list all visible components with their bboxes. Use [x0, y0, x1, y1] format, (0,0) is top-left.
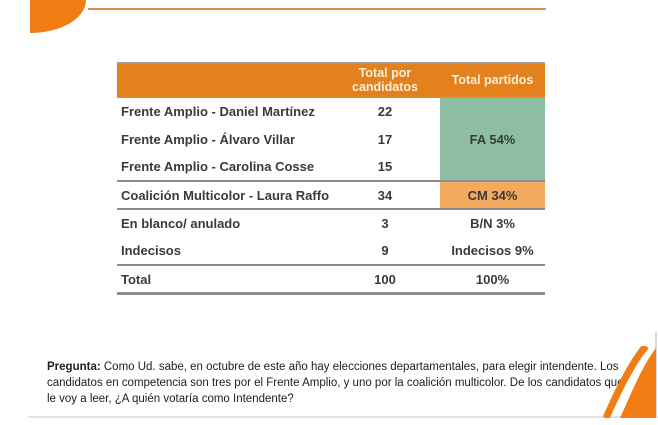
party-total-indecisos: Indecisos 9%	[440, 237, 545, 266]
candidate-label: Indecisos	[117, 237, 330, 266]
table-header-row: Total por candidatos Total partidos	[117, 63, 545, 98]
table-row-fa-villar: Frente Amplio - Álvaro Villar 17	[117, 125, 545, 154]
question-paragraph: Pregunta: Como Ud. sabe, en octubre de e…	[47, 359, 632, 407]
header-total-partidos: Total partidos	[440, 63, 545, 98]
question-body: Como Ud. sabe, en octubre de este año ha…	[47, 361, 624, 405]
slide-right-edge	[655, 332, 657, 418]
candidate-label: En blanco/ anulado	[117, 208, 330, 238]
candidate-value: 22	[330, 97, 440, 126]
candidate-label: Coalición Multicolor - Laura Raffo	[117, 180, 330, 210]
slide-bottom-edge	[28, 416, 658, 418]
table-row-blanco-anulado: En blanco/ anulado 3 B/N 3%	[117, 208, 545, 238]
candidate-value: 17	[330, 125, 440, 154]
question-label: Pregunta:	[47, 361, 101, 373]
table-row-cm-raffo: Coalición Multicolor - Laura Raffo 34 CM…	[117, 180, 545, 210]
party-total-bn: B/N 3%	[440, 208, 545, 238]
poll-table: Total por candidatos Total partidos Fren…	[117, 62, 545, 295]
candidate-value: 3	[330, 208, 440, 238]
table-row-fa-cosse: Frente Amplio - Carolina Cosse 15	[117, 153, 545, 182]
corner-accent-shape	[30, 0, 86, 33]
candidate-label: Frente Amplio - Álvaro Villar	[117, 125, 330, 154]
header-total-candidatos: Total por candidatos	[330, 63, 440, 98]
page-title: INTENCIÓN DE VOTO DEPARTAMENTAL	[94, 0, 554, 5]
candidate-value: 15	[330, 153, 440, 182]
party-total-cm: CM 34%	[440, 180, 545, 210]
party-total-100: 100%	[440, 264, 545, 294]
header-empty-cell	[117, 63, 330, 98]
candidate-value: 9	[330, 237, 440, 266]
title-underline	[88, 8, 546, 10]
candidate-label: Frente Amplio - Carolina Cosse	[117, 153, 330, 182]
candidate-label: Frente Amplio - Daniel Martínez	[117, 97, 330, 126]
candidate-value: 34	[330, 180, 440, 210]
total-value: 100	[330, 264, 440, 294]
swoosh-accent-graphic	[602, 346, 656, 418]
table-row-total: Total 100 100%	[117, 264, 545, 294]
party-total-fa: FA 54%	[440, 97, 545, 182]
table-row-indecisos: Indecisos 9 Indecisos 9%	[117, 237, 545, 266]
total-label: Total	[117, 264, 330, 294]
table-row-fa-martinez: Frente Amplio - Daniel Martínez 22 FA 54…	[117, 97, 545, 182]
page-title-text: INTENCIÓN DE VOTO DEPARTAMENTAL	[94, 0, 554, 5]
